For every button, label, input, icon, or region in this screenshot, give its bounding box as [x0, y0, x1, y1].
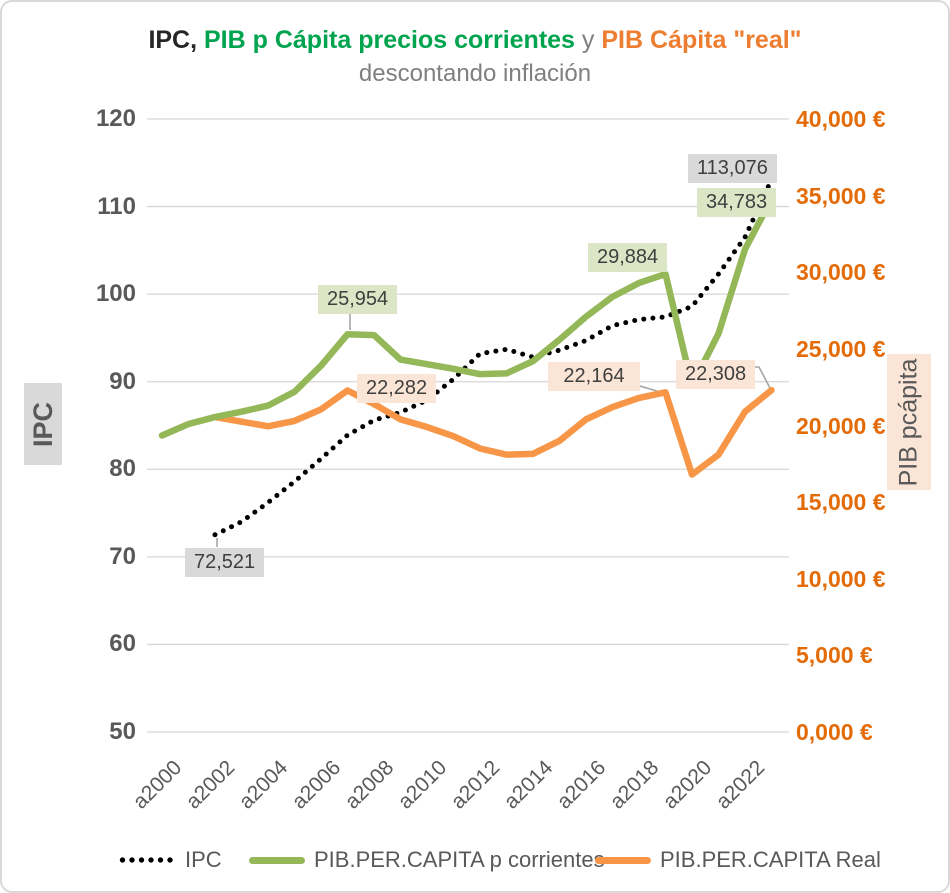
left-axis-tick-label: 60	[109, 630, 136, 658]
legend-swatch-orange-line-icon	[595, 856, 651, 864]
right-axis-tick-label: 5,000 €	[796, 642, 873, 669]
title-ipc: IPC,	[148, 26, 198, 54]
left-axis-tick-label: 90	[109, 367, 136, 395]
left-axis-tick-label: 100	[95, 280, 136, 308]
legend-item-pib-real[interactable]: PIB.PER.CAPITA Real	[595, 847, 881, 873]
series-line-pib-per-capita-p-corrientes[interactable]	[158, 195, 775, 439]
title-pib-corrientes: PIB p Cápita precios corrientes	[197, 26, 575, 54]
legend-label: IPC	[185, 847, 222, 872]
chart-title-line1: IPC, PIB p Cápita precios corrientes y P…	[2, 24, 948, 56]
right-axis-tick-label: 25,000 €	[796, 335, 886, 362]
legend-label: PIB.PER.CAPITA Real	[660, 847, 881, 872]
left-axis-tick-label: 80	[109, 455, 136, 483]
right-axis-tick-label: 35,000 €	[796, 182, 886, 209]
left-axis-tick-label: 70	[109, 542, 136, 570]
title-conjunction: y	[574, 26, 602, 54]
right-axis-tick-label: 10,000 €	[796, 565, 886, 592]
right-axis-tick-label: 0,000 €	[796, 719, 873, 745]
chart-title-line2: descontando inflación	[358, 60, 592, 87]
data-label-pib-2007[interactable]: 25,954	[318, 285, 398, 314]
left-axis-tick-label: 120	[95, 105, 136, 132]
right-axis-title[interactable]: PIB pcápita	[887, 354, 931, 490]
data-label-ipc-2002[interactable]: 72,521	[185, 548, 265, 577]
right-axis-tick-label: 20,000 €	[796, 412, 886, 439]
right-axis-title-text: PIB pcápita	[894, 358, 923, 486]
data-label-real-2007[interactable]: 22,282	[357, 374, 437, 403]
left-axis-title[interactable]: IPC	[24, 383, 62, 465]
legend-item-pib-corrientes[interactable]: PIB.PER.CAPITA p corrientes	[249, 847, 605, 873]
series-line-pib-per-capita-real[interactable]	[211, 386, 775, 478]
legend-swatch-dotted-icon	[118, 855, 176, 865]
data-label-pib-2023[interactable]: 34,783	[697, 188, 777, 217]
title-pib-real: PIB Cápita "real"	[601, 26, 802, 54]
chart-title[interactable]: IPC, PIB p Cápita precios corrientes y P…	[2, 24, 948, 90]
legend-label: PIB.PER.CAPITA p corrientes	[314, 847, 605, 872]
right-axis-tick-label: 15,000 €	[796, 489, 886, 516]
data-label-real-2019[interactable]: 22,164	[548, 362, 640, 391]
right-axis-tick-label: 30,000 €	[796, 259, 886, 286]
left-axis-tick-label: 110	[97, 192, 136, 220]
data-label-pib-2019[interactable]: 29,884	[588, 243, 668, 272]
legend-item-ipc[interactable]: IPC	[118, 847, 222, 873]
legend-swatch-green-line-icon	[249, 856, 305, 864]
series-line-ipc[interactable]	[212, 177, 774, 538]
left-axis-title-text: IPC	[27, 401, 58, 447]
left-axis-tick-label: 50	[109, 718, 136, 745]
data-label-ipc-2023[interactable]: 113,076	[688, 154, 777, 183]
right-axis-tick-label: 40,000 €	[796, 106, 886, 132]
data-label-real-2023[interactable]: 22,308	[676, 360, 756, 389]
